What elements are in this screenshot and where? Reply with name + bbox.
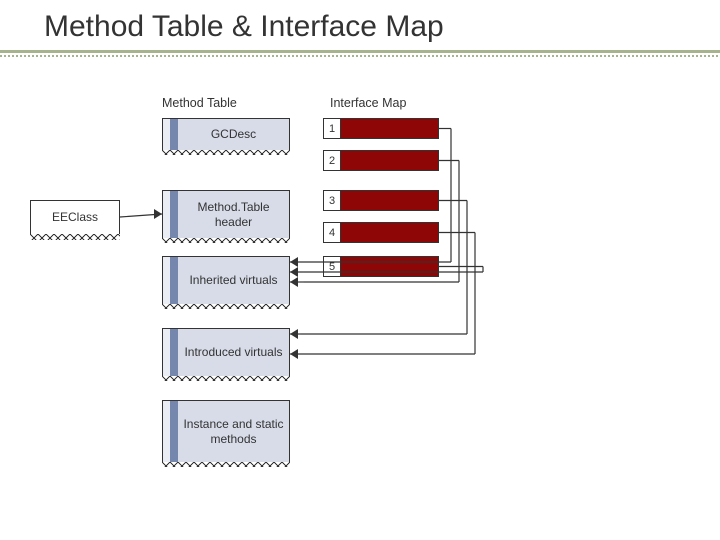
mt-band-dark-1 — [170, 190, 178, 238]
imap-num-3: 4 — [323, 222, 340, 243]
mt-ragged-3 — [162, 376, 290, 381]
eeclass-ragged-edge — [30, 234, 120, 240]
method-table-header: Method Table — [162, 96, 237, 110]
imap-num-4: 5 — [323, 256, 340, 277]
mt-item-2: Inherited virtuals — [178, 256, 290, 304]
mt-band-light-0 — [162, 118, 170, 150]
imap-bar-1 — [340, 150, 439, 171]
mt-band-dark-4 — [170, 400, 178, 462]
mt-band-dark-0 — [170, 118, 178, 150]
eeclass-box: EEClass — [30, 200, 120, 234]
mt-ragged-4 — [162, 462, 290, 467]
mt-item-0: GCDesc — [178, 118, 290, 150]
mt-ragged-2 — [162, 304, 290, 309]
mt-ragged-1 — [162, 238, 290, 243]
imap-bar-3 — [340, 222, 439, 243]
mt-band-dark-3 — [170, 328, 178, 376]
mt-band-light-1 — [162, 190, 170, 238]
interface-map-header: Interface Map — [330, 96, 406, 110]
imap-num-0: 1 — [323, 118, 340, 139]
title-underline — [0, 50, 720, 58]
mt-item-3: Introduced virtuals — [178, 328, 290, 376]
imap-num-1: 2 — [323, 150, 340, 171]
mt-item-4: Instance and static methods — [178, 400, 290, 462]
imap-bar-2 — [340, 190, 439, 211]
page-title: Method Table & Interface Map — [0, 0, 720, 50]
mt-band-light-2 — [162, 256, 170, 304]
mt-band-dark-2 — [170, 256, 178, 304]
mt-band-light-4 — [162, 400, 170, 462]
mt-item-1: Method.Table header — [178, 190, 290, 238]
imap-bar-0 — [340, 118, 439, 139]
imap-num-2: 3 — [323, 190, 340, 211]
imap-bar-4 — [340, 256, 439, 277]
mt-band-light-3 — [162, 328, 170, 376]
mt-ragged-0 — [162, 150, 290, 155]
